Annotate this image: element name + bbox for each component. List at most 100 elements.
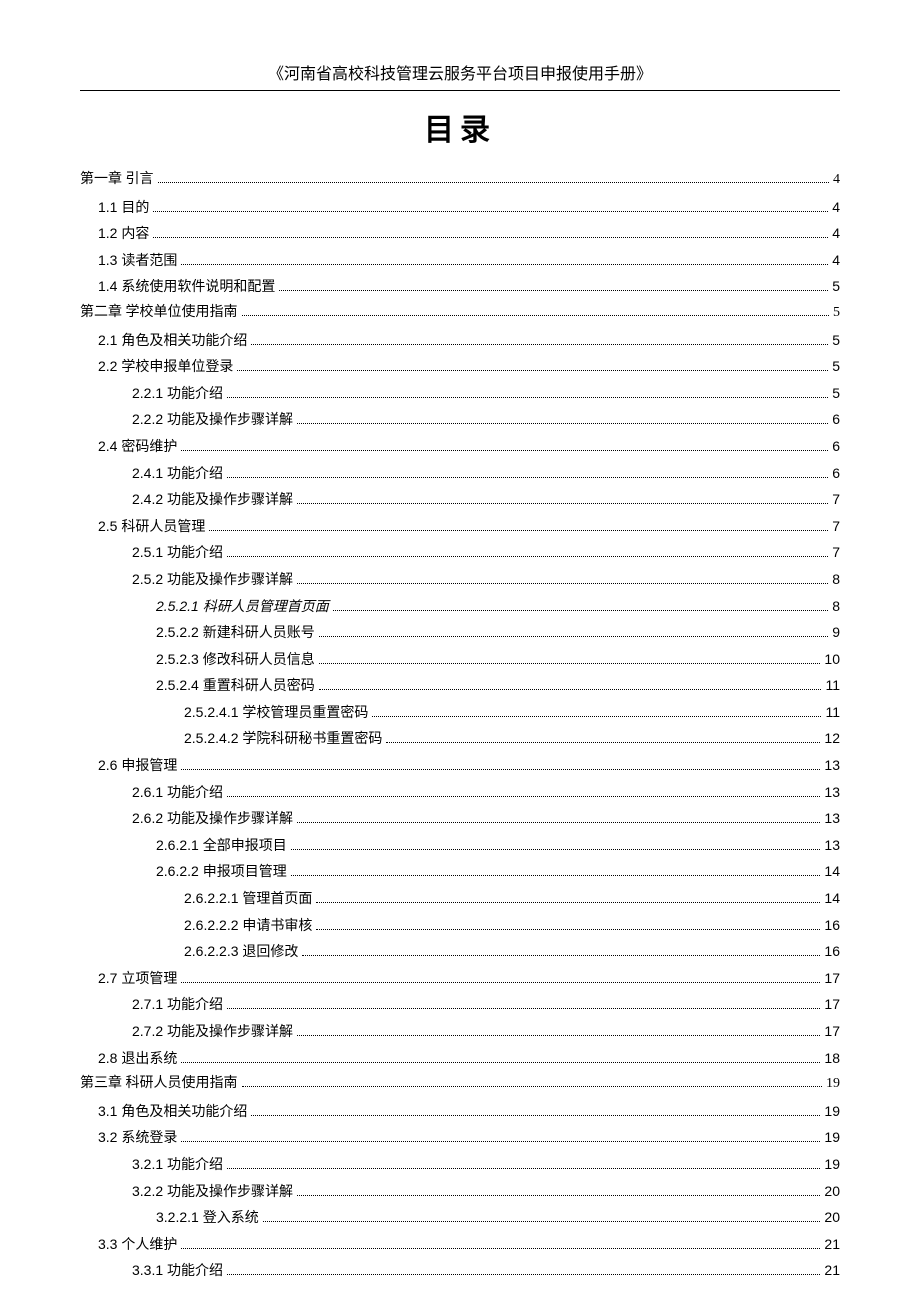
toc-entry-label: 2.4 密码维护: [98, 433, 177, 460]
toc-entry-page: 4: [832, 194, 840, 221]
toc-entry[interactable]: 2.7.1 功能介绍17: [80, 991, 840, 1018]
toc-entry[interactable]: 2.6.1 功能介绍13: [80, 779, 840, 806]
toc-entry[interactable]: 2.5 科研人员管理7: [80, 513, 840, 540]
toc-entry[interactable]: 2.7.2 功能及操作步骤详解17: [80, 1018, 840, 1045]
toc-entry-page: 13: [824, 779, 840, 806]
toc-entry[interactable]: 2.6.2.1 全部申报项目13: [80, 832, 840, 859]
toc-entry[interactable]: 3.3.1 功能介绍 21: [80, 1257, 840, 1284]
toc-entry[interactable]: 2.8 退出系统18: [80, 1045, 840, 1072]
toc-entry-label: 1.1 目的: [98, 194, 149, 221]
toc-entry[interactable]: 第一章 引言4: [80, 167, 840, 194]
toc-entry-label: 2.7.2 功能及操作步骤详解: [132, 1018, 293, 1045]
toc-leader-dots: [297, 1184, 820, 1195]
toc-entry[interactable]: 2.5.2.1 科研人员管理首页面8: [80, 593, 840, 620]
toc-entry-label: 2.5.2.3 修改科研人员信息: [156, 646, 315, 673]
toc-entry[interactable]: 2.4.2 功能及操作步骤详解7: [80, 486, 840, 513]
toc-entry-label: 2.6 申报管理: [98, 752, 177, 779]
toc-entry[interactable]: 1.1 目的 4: [80, 194, 840, 221]
document-header-title: 《河南省高校科技管理云服务平台项目申报使用手册》: [80, 60, 840, 84]
toc-entry[interactable]: 2.2.2 功能及操作步骤详解6: [80, 406, 840, 433]
toc-leader-dots: [181, 440, 828, 451]
toc-entry[interactable]: 3.3 个人维护21: [80, 1231, 840, 1258]
toc-leader-dots: [319, 626, 829, 637]
toc-entry-page: 5: [832, 327, 840, 354]
toc-entry-page: 16: [824, 938, 840, 965]
toc-entry-page: 19: [824, 1098, 840, 1125]
toc-entry-page: 21: [824, 1257, 840, 1284]
toc-entry[interactable]: 2.5.2 功能及操作步骤详解8: [80, 566, 840, 593]
toc-entry[interactable]: 3.2 系统登录19: [80, 1124, 840, 1151]
toc-entry[interactable]: 2.6 申报管理13: [80, 752, 840, 779]
toc-entry[interactable]: 第二章 学校单位使用指南5: [80, 300, 840, 327]
toc-entry-label: 2.5.2.1 科研人员管理首页面: [156, 593, 329, 620]
header-divider: [80, 90, 840, 91]
toc-entry[interactable]: 2.5.2.4.1 学校管理员重置密码11: [80, 699, 840, 726]
toc-entry-page: 14: [824, 858, 840, 885]
toc-leader-dots: [227, 466, 828, 477]
toc-entry[interactable]: 3.2.1 功能介绍19: [80, 1151, 840, 1178]
toc-entry[interactable]: 2.6.2 功能及操作步骤详解13: [80, 805, 840, 832]
toc-entry[interactable]: 第三章 科研人员使用指南 19: [80, 1071, 840, 1098]
toc-entry-label: 1.3 读者范围: [98, 247, 177, 274]
toc-entry-label: 2.1 角色及相关功能介绍: [98, 327, 247, 354]
toc-entry-label: 2.6.2.2.1 管理首页面: [184, 885, 312, 912]
toc-entry-label: 2.5.1 功能介绍: [132, 539, 223, 566]
toc-leader-dots: [291, 865, 821, 876]
toc-leader-dots: [181, 1131, 820, 1142]
toc-entry-label: 2.5.2.4.2 学院科研秘书重置密码: [184, 725, 382, 752]
toc-entry[interactable]: 2.6.2.2.2 申请书审核16: [80, 912, 840, 939]
toc-entry-page: 7: [832, 539, 840, 566]
toc-entry[interactable]: 2.6.2.2.3 退回修改16: [80, 938, 840, 965]
toc-entry-label: 3.3.1 功能介绍: [132, 1257, 223, 1284]
toc-entry[interactable]: 2.6.2.2.1 管理首页面 14: [80, 885, 840, 912]
toc-entry-page: 4: [832, 247, 840, 274]
toc-entry-page: 21: [824, 1231, 840, 1258]
toc-entry-page: 14: [824, 885, 840, 912]
toc-entry[interactable]: 2.7 立项管理17: [80, 965, 840, 992]
toc-entry-page: 20: [824, 1178, 840, 1205]
toc-entry-page: 19: [826, 1071, 840, 1098]
toc-entry-page: 17: [824, 965, 840, 992]
toc-entry-page: 13: [824, 832, 840, 859]
toc-entry[interactable]: 2.6.2.2 申报项目管理 14: [80, 858, 840, 885]
toc-entry-page: 11: [825, 672, 840, 699]
toc-leader-dots: [227, 1264, 820, 1275]
toc-leader-dots: [372, 706, 821, 717]
toc-leader-dots: [227, 998, 820, 1009]
toc-entry-page: 7: [832, 513, 840, 540]
toc-entry[interactable]: 2.5.1 功能介绍 7: [80, 539, 840, 566]
toc-entry[interactable]: 2.2 学校申报单位登录5: [80, 353, 840, 380]
toc-entry[interactable]: 1.3 读者范围 4: [80, 247, 840, 274]
toc-entry[interactable]: 3.2.2.1 登入系统20: [80, 1204, 840, 1231]
toc-leader-dots: [181, 254, 828, 265]
toc-leader-dots: [153, 200, 828, 211]
toc-entry[interactable]: 2.5.2.3 修改科研人员信息10: [80, 646, 840, 673]
toc-leader-dots: [227, 1158, 820, 1169]
toc-entry-page: 7: [832, 486, 840, 513]
toc-entry-label: 2.8 退出系统: [98, 1045, 177, 1072]
toc-entry-label: 2.6.2.2 申报项目管理: [156, 858, 287, 885]
toc-entry[interactable]: 2.4.1 功能介绍6: [80, 460, 840, 487]
table-of-contents: 第一章 引言41.1 目的41.2 内容41.3 读者范围41.4 系统使用软件…: [80, 167, 840, 1284]
toc-leader-dots: [386, 732, 820, 743]
toc-entry-page: 5: [832, 273, 840, 300]
toc-entry-page: 6: [832, 406, 840, 433]
toc-leader-dots: [242, 1076, 823, 1087]
toc-entry[interactable]: 3.2.2 功能及操作步骤详解20: [80, 1178, 840, 1205]
toc-entry[interactable]: 2.5.2.4.2 学院科研秘书重置密码12: [80, 725, 840, 752]
toc-entry-page: 5: [833, 300, 840, 327]
toc-entry-page: 8: [832, 566, 840, 593]
toc-leader-dots: [319, 679, 822, 690]
toc-entry[interactable]: 2.5.2.2 新建科研人员账号9: [80, 619, 840, 646]
toc-entry[interactable]: 1.2 内容4: [80, 220, 840, 247]
toc-leader-dots: [227, 387, 828, 398]
toc-entry-label: 第三章 科研人员使用指南: [80, 1071, 238, 1098]
toc-entry[interactable]: 1.4 系统使用软件说明和配置5: [80, 273, 840, 300]
toc-entry[interactable]: 2.5.2.4 重置科研人员密码11: [80, 672, 840, 699]
toc-entry[interactable]: 2.2.1 功能介绍5: [80, 380, 840, 407]
toc-entry[interactable]: 2.4 密码维护6: [80, 433, 840, 460]
toc-entry[interactable]: 3.1 角色及相关功能介绍19: [80, 1098, 840, 1125]
toc-leader-dots: [209, 520, 828, 531]
toc-entry[interactable]: 2.1 角色及相关功能介绍 5: [80, 327, 840, 354]
toc-leader-dots: [316, 918, 820, 929]
